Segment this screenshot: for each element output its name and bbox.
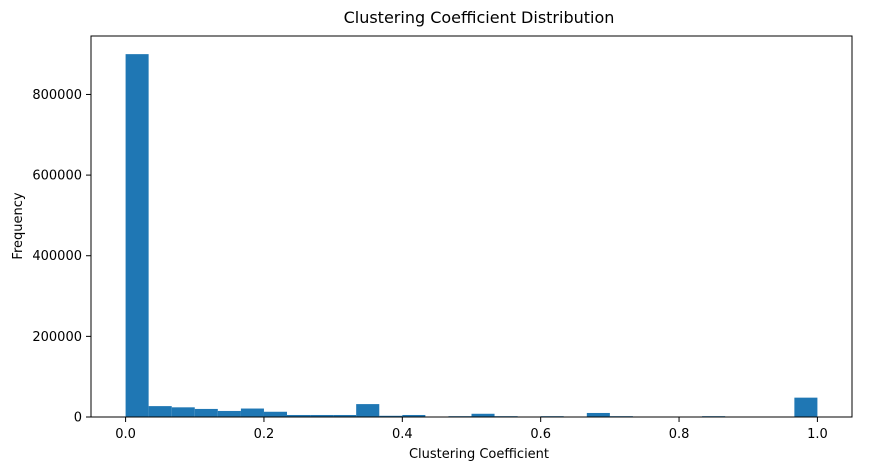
histogram-bar: [402, 414, 426, 417]
y-tick-label: 600000: [32, 169, 82, 184]
chart-title: Clustering Coefficient Distribution: [344, 8, 615, 27]
x-axis: 0.0 0.2 0.4 0.6 0.8 1.0: [115, 417, 828, 442]
y-tick-label: 400000: [32, 249, 82, 264]
x-tick-label: 0.4: [392, 427, 413, 442]
histogram-bar: [194, 408, 218, 417]
histogram-bar: [333, 414, 357, 417]
y-axis-label: Frequency: [11, 192, 26, 259]
x-tick-label: 0.0: [115, 427, 136, 442]
x-axis-label: Clustering Coefficient: [409, 447, 549, 462]
histogram-bar: [356, 404, 380, 417]
histogram-bar: [217, 410, 241, 417]
x-tick-label: 1.0: [807, 427, 828, 442]
histogram-bar: [586, 412, 610, 417]
bars-group: [125, 54, 818, 418]
histogram-bar: [286, 414, 311, 417]
histogram-bar: [125, 54, 149, 418]
x-tick-label: 0.6: [530, 427, 551, 442]
y-axis: 0 200000 400000 600000 800000: [32, 88, 91, 426]
histogram-bar: [794, 397, 818, 417]
histogram-bar: [379, 415, 403, 417]
histogram-bar: [171, 407, 195, 417]
x-tick-label: 0.8: [669, 427, 690, 442]
histogram-bar: [240, 408, 264, 417]
y-tick-label: 800000: [32, 88, 82, 103]
histogram-bar: [263, 411, 287, 417]
histogram-bar: [471, 413, 495, 417]
y-tick-label: 0: [74, 411, 82, 426]
histogram-bar: [148, 406, 172, 417]
plot-frame: [90, 35, 853, 418]
x-tick-label: 0.2: [254, 427, 275, 442]
y-tick-label: 200000: [32, 330, 82, 345]
histogram-bar: [310, 414, 334, 417]
